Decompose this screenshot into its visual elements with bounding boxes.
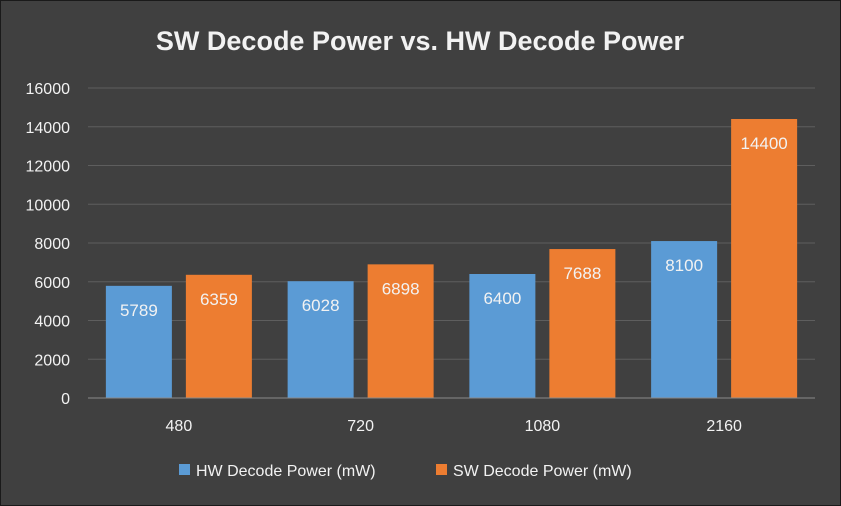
x-tick-label: 720 (347, 418, 374, 435)
data-labels: 5789 6359 6028 6898 6400 7688 8100 14400 (120, 134, 788, 320)
bar-hw-2160 (651, 241, 718, 398)
bar-sw-480 (185, 274, 252, 398)
data-label: 6028 (302, 296, 340, 315)
x-tick-label: 480 (166, 418, 193, 435)
y-tick-label: 0 (61, 391, 70, 408)
chart-title: SW Decode Power vs. HW Decode Power (156, 26, 685, 56)
data-label: 8100 (665, 256, 703, 275)
bar-hw-720 (287, 281, 354, 398)
bar-sw-1080 (549, 249, 616, 398)
data-label: 6400 (483, 289, 521, 308)
legend-label: HW Decode Power (mW) (196, 463, 376, 480)
data-label: 14400 (740, 134, 787, 153)
data-label: 5789 (120, 301, 158, 320)
bars (105, 119, 798, 398)
y-tick-label: 2000 (34, 352, 70, 369)
bar-sw-2160 (731, 119, 798, 398)
y-tick-label: 16000 (26, 81, 71, 98)
y-tick-label: 8000 (34, 236, 70, 253)
legend-swatch (179, 464, 190, 475)
bar-sw-720 (367, 264, 434, 398)
bar-hw-480 (105, 285, 172, 398)
y-tick-label: 4000 (34, 314, 70, 331)
data-label: 7688 (563, 264, 601, 283)
legend-swatch (436, 464, 447, 475)
data-label: 6898 (382, 279, 420, 298)
bar-hw-1080 (469, 274, 536, 398)
y-tick-label: 14000 (26, 120, 71, 137)
x-tick-label: 1080 (525, 418, 561, 435)
x-axis-ticks: 480 720 1080 2160 (166, 418, 743, 435)
y-axis-ticks: 0 2000 4000 6000 8000 10000 12000 14000 16000 (26, 81, 71, 408)
y-tick-label: 12000 (26, 159, 71, 176)
data-label: 6359 (200, 290, 238, 309)
legend: HW Decode Power (mW) SW Decode Power (mW) (179, 463, 632, 480)
x-tick-label: 2160 (706, 418, 742, 435)
legend-label: SW Decode Power (mW) (453, 463, 632, 480)
y-tick-label: 6000 (34, 275, 70, 292)
y-tick-label: 10000 (26, 197, 71, 214)
